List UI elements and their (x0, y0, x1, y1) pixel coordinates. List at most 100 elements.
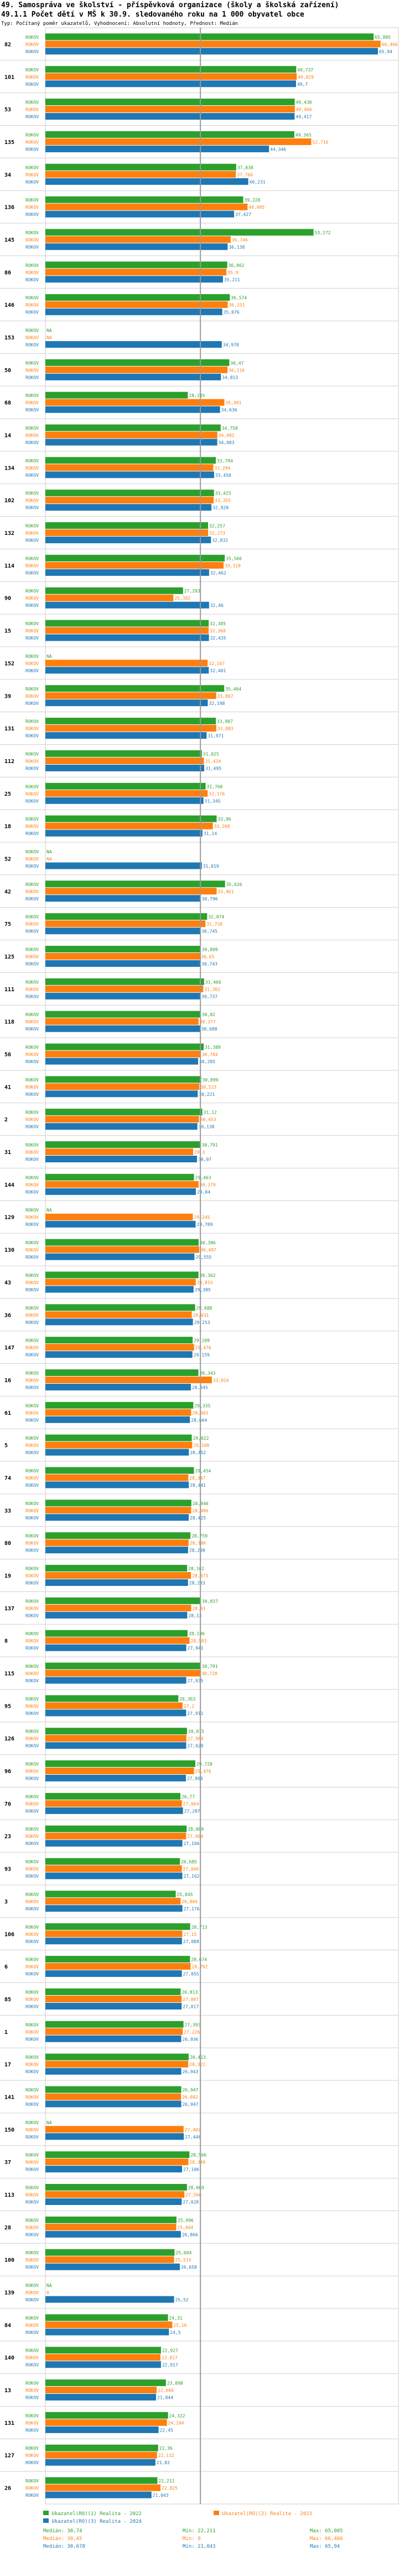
bar-value-label: 49,737 (297, 68, 313, 73)
row-label: ROKOV (25, 1599, 39, 1604)
bar-value-label: 22,211 (158, 2479, 174, 2484)
row-label: ROKOV (25, 661, 39, 666)
bar-2022 (45, 1239, 199, 1246)
bar-2024 (45, 2459, 155, 2466)
bar-2023 (45, 1670, 201, 1677)
bar-2023 (45, 1474, 189, 1481)
row-label: ROKOV (25, 563, 39, 568)
bar-value-label: 33,016 (213, 1378, 229, 1383)
group-label: 101 (4, 74, 14, 80)
group-label: 112 (4, 759, 14, 765)
bar-value-label: 22,825 (162, 2486, 178, 2491)
bar-2023 (45, 1246, 199, 1253)
stat-max-2024: Max: 65,94 (310, 2544, 340, 2549)
bar-2023 (45, 301, 228, 308)
bar-value-label: 24,322 (169, 2413, 185, 2418)
row-label: ROKOV (25, 1678, 39, 1683)
group-label: 43 (4, 1280, 11, 1286)
bar-2022 (45, 196, 243, 203)
row-label: ROKOV (25, 1997, 39, 2002)
bar-2022 (45, 2184, 187, 2191)
bar-value-label: 30,343 (200, 1371, 216, 1375)
bar-2022 (45, 2021, 184, 2028)
bar-2023 (45, 2126, 184, 2133)
bar-2022 (45, 522, 208, 529)
group-label: 23 (4, 1834, 11, 1840)
row-label: ROKOV (25, 2069, 39, 2074)
bar-2024 (45, 1449, 189, 1456)
row-label: ROKOV (25, 1508, 39, 1513)
bar-2023 (45, 627, 209, 634)
row-label: ROKOV (25, 798, 39, 803)
stat-median-2024: Medián: 30,678 (43, 2544, 85, 2549)
bar-value-label: 30,07 (198, 1157, 211, 1162)
row-label: ROKOV (25, 1664, 39, 1669)
bar-value-label: 35,9 (227, 270, 238, 275)
bar-2022 (45, 1141, 201, 1148)
row-label: ROKOV (25, 1157, 39, 1162)
bar-value-label: 34,978 (223, 343, 239, 348)
bar-2024 (45, 1220, 196, 1228)
row-label: ROKOV (25, 2348, 39, 2353)
bar-2023 (45, 269, 227, 276)
bar-2023 (45, 2321, 173, 2328)
row-label: ROKOV (25, 107, 39, 112)
row-label: ROKOV (25, 1085, 39, 1090)
bar-2023 (45, 692, 216, 699)
row-label: ROKOV (25, 1990, 39, 1995)
bar-value-label: 0 (46, 2290, 49, 2295)
bar-value-label: 25,604 (175, 2250, 191, 2255)
row-label: ROKOV (25, 1541, 39, 1546)
row-label: ROKOV (25, 694, 39, 699)
row-label: ROKOV (25, 1410, 39, 1415)
group-label: 95 (4, 1703, 11, 1709)
bar-2024 (45, 2002, 182, 2010)
group-label: 1 (4, 2029, 8, 2036)
bar-2022 (45, 490, 214, 497)
bar-value-label: 25,996 (178, 2218, 194, 2223)
bar-2024 (45, 2263, 180, 2270)
bar-value-label: 40,085 (248, 205, 264, 210)
row-label: ROKOV (25, 2388, 39, 2393)
row-label: ROKOV (25, 1516, 39, 1521)
bar-value-label: 36,116 (229, 368, 245, 373)
row-label: ROKOV (25, 621, 39, 626)
bar-2022 (45, 978, 204, 985)
row-label: ROKOV (25, 328, 39, 333)
bar-2023 (45, 73, 297, 80)
group-label: 82 (4, 42, 11, 48)
bar-2024 (45, 2328, 169, 2336)
bar-value-label: 25,16 (173, 2323, 186, 2328)
bar-2023 (45, 953, 200, 960)
bar-value-label: 26,804 (181, 1899, 198, 1904)
row-label: ROKOV (25, 922, 39, 927)
bar-value-label: 40,231 (250, 179, 266, 184)
bar-2022 (45, 685, 225, 692)
bar-2023 (45, 1995, 182, 2002)
bar-value-label: 25,52 (175, 2297, 189, 2302)
bar-2024 (45, 1514, 189, 1521)
bar-2024 (45, 764, 205, 771)
row-label: ROKOV (25, 42, 39, 47)
row-label: ROKOV (25, 2290, 39, 2295)
group-label: 17 (4, 2062, 11, 2068)
bar-2023 (45, 497, 214, 504)
row-label: ROKOV (25, 784, 39, 789)
bar-2023 (45, 985, 204, 992)
group-label: 28 (4, 2225, 11, 2231)
row-label: ROKOV (25, 759, 39, 764)
row-label: ROKOV (25, 2193, 39, 2198)
row-label: ROKOV (25, 1769, 39, 1774)
bar-value-label: 22,917 (162, 2363, 178, 2368)
bar-2024 (45, 1807, 183, 1814)
bar-2023 (45, 2387, 157, 2394)
bar-value-label: 24,31 (169, 2316, 183, 2321)
bar-value-label: 30,837 (202, 1599, 218, 1604)
row-label: ROKOV (25, 1143, 39, 1148)
bar-value-label: 29,728 (196, 1762, 212, 1767)
bar-value-label: 34,636 (221, 408, 237, 413)
bar-value-label: 30,453 (200, 1117, 216, 1122)
row-label: ROKOV (25, 1208, 39, 1213)
bar-value-label: 28,664 (191, 1418, 207, 1423)
row-label: ROKOV (25, 1378, 39, 1383)
